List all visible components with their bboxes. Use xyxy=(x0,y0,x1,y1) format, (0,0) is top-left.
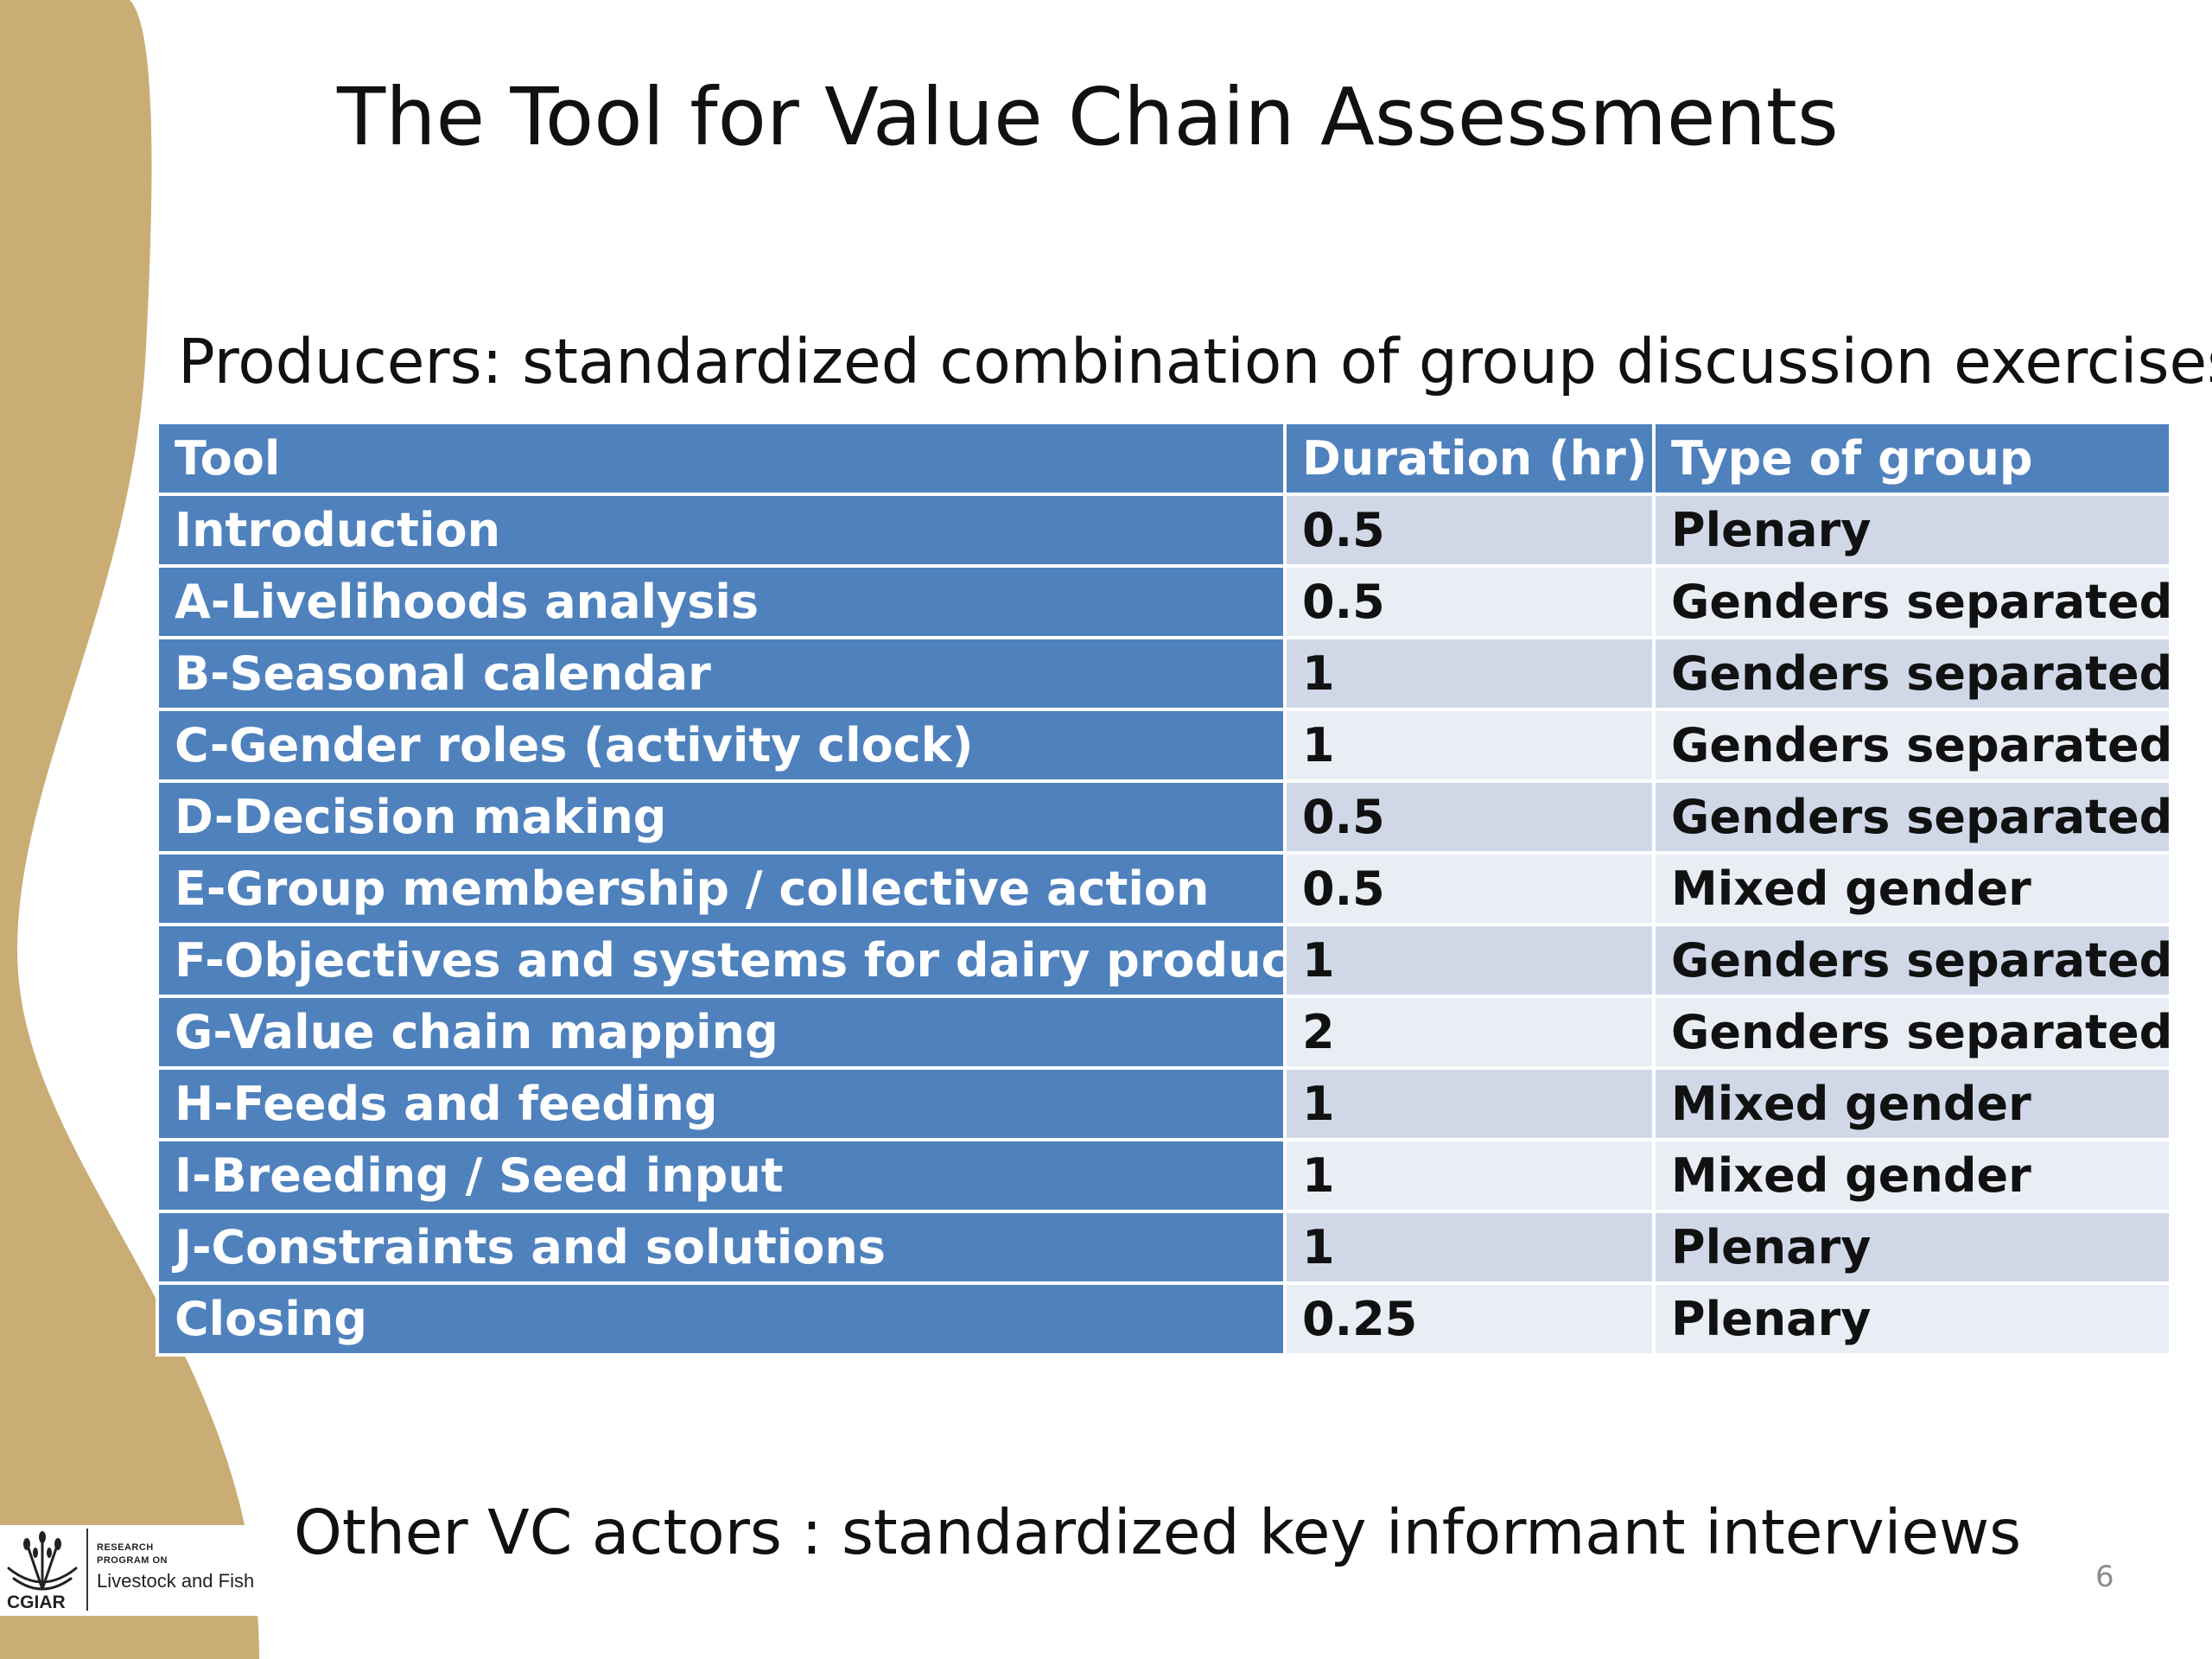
group-type-cell: Plenary xyxy=(1652,1281,2172,1357)
wheat-sheaf-icon xyxy=(7,1531,78,1591)
tool-cell: G-Value chain mapping xyxy=(156,995,1287,1070)
slide-title: The Tool for Value Chain Assessments xyxy=(337,71,1839,163)
table-row: H-Feeds and feeding 1 Mixed gender xyxy=(156,1066,2172,1141)
table-row: J-Constraints and solutions 1 Plenary xyxy=(156,1210,2172,1285)
tool-cell: A-Livelihoods analysis xyxy=(156,564,1287,639)
duration-cell: 1 xyxy=(1283,708,1656,783)
table-row: I-Breeding / Seed input 1 Mixed gender xyxy=(156,1138,2172,1213)
logo-line-1: RESEARCH xyxy=(97,1542,154,1553)
slide-subtitle: Producers: standardized combination of g… xyxy=(178,326,2212,397)
table-row: B-Seasonal calendar 1 Genders separated xyxy=(156,636,2172,711)
group-type-cell: Genders separated xyxy=(1652,995,2172,1070)
tool-table: Tool Duration (hr) Type of group Introdu… xyxy=(156,421,2172,1357)
logo-program-name: Livestock and Fish xyxy=(97,1570,255,1592)
table-row: F-Objectives and systems for dairy produ… xyxy=(156,923,2172,998)
duration-cell: 0.25 xyxy=(1283,1281,1656,1357)
table-row: D-Decision making 0.5 Genders separated xyxy=(156,779,2172,855)
duration-cell: 0.5 xyxy=(1283,779,1656,855)
decorative-swoosh xyxy=(0,0,259,1659)
other-actors-text: Other VC actors : standardized key infor… xyxy=(294,1497,2022,1568)
duration-cell: 0.5 xyxy=(1283,493,1656,568)
tool-cell: E-Group membership / collective action xyxy=(156,851,1287,926)
header-type-of-group: Type of group xyxy=(1652,421,2172,496)
header-tool: Tool xyxy=(156,421,1287,496)
group-type-cell: Plenary xyxy=(1652,1210,2172,1285)
table-row: E-Group membership / collective action 0… xyxy=(156,851,2172,926)
table-row: G-Value chain mapping 2 Genders separate… xyxy=(156,995,2172,1070)
tool-cell: J-Constraints and solutions xyxy=(156,1210,1287,1285)
page-number: 6 xyxy=(2095,1560,2114,1594)
table-row: Closing 0.25 Plenary xyxy=(156,1281,2172,1357)
tool-cell: Introduction xyxy=(156,493,1287,568)
duration-cell: 1 xyxy=(1283,1066,1656,1141)
group-type-cell: Mixed gender xyxy=(1652,851,2172,926)
tool-cell: C-Gender roles (activity clock) xyxy=(156,708,1287,783)
table-row: C-Gender roles (activity clock) 1 Gender… xyxy=(156,708,2172,783)
header-duration: Duration (hr) xyxy=(1283,421,1656,496)
tool-cell: Closing xyxy=(156,1281,1287,1357)
table-row: Introduction 0.5 Plenary xyxy=(156,493,2172,568)
duration-cell: 1 xyxy=(1283,1210,1656,1285)
duration-cell: 1 xyxy=(1283,1138,1656,1213)
group-type-cell: Genders separated xyxy=(1652,708,2172,783)
group-type-cell: Mixed gender xyxy=(1652,1138,2172,1213)
group-type-cell: Genders separated xyxy=(1652,636,2172,711)
group-type-cell: Genders separated xyxy=(1652,779,2172,855)
duration-cell: 0.5 xyxy=(1283,564,1656,639)
tool-cell: H-Feeds and feeding xyxy=(156,1066,1287,1141)
group-type-cell: Genders separated xyxy=(1652,923,2172,998)
group-type-cell: Mixed gender xyxy=(1652,1066,2172,1141)
program-logo: CGIAR RESEARCH PROGRAM ON Livestock and … xyxy=(0,1525,259,1616)
tool-cell: F-Objectives and systems for dairy produ… xyxy=(156,923,1287,998)
logo-line-2: PROGRAM ON xyxy=(97,1555,168,1566)
duration-cell: 1 xyxy=(1283,923,1656,998)
group-type-cell: Genders separated xyxy=(1652,564,2172,639)
tool-cell: I-Breeding / Seed input xyxy=(156,1138,1287,1213)
logo-divider xyxy=(86,1529,88,1611)
tool-cell: B-Seasonal calendar xyxy=(156,636,1287,711)
duration-cell: 1 xyxy=(1283,636,1656,711)
tool-cell: D-Decision making xyxy=(156,779,1287,855)
group-type-cell: Plenary xyxy=(1652,493,2172,568)
duration-cell: 2 xyxy=(1283,995,1656,1070)
logo-org-text: CGIAR xyxy=(7,1592,66,1612)
duration-cell: 0.5 xyxy=(1283,851,1656,926)
table-row: A-Livelihoods analysis 0.5 Genders separ… xyxy=(156,564,2172,639)
table-header-row: Tool Duration (hr) Type of group xyxy=(156,421,2172,496)
